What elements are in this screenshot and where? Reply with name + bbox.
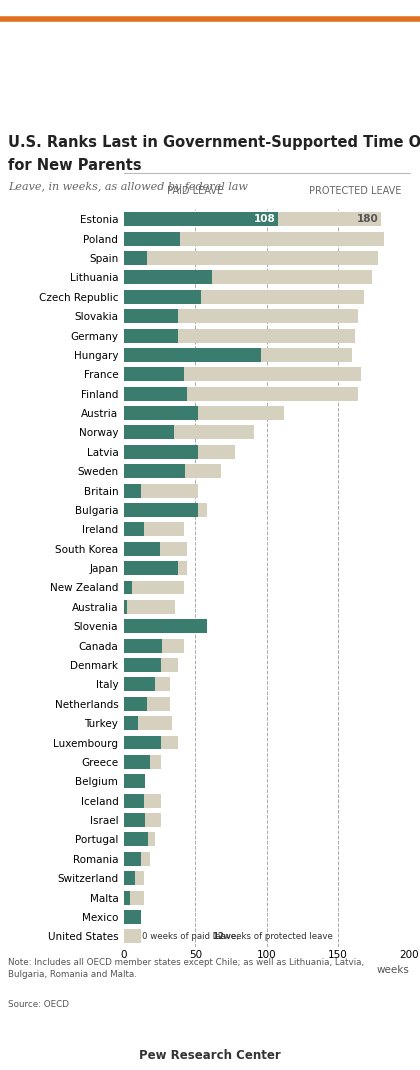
Text: 180: 180 (356, 214, 378, 225)
Bar (124, 212, 381, 226)
Bar (124, 426, 174, 440)
Bar (124, 871, 135, 885)
Bar (124, 600, 127, 614)
Bar (124, 522, 144, 536)
Bar (124, 348, 352, 362)
Text: weeks: weeks (377, 965, 410, 976)
Bar (124, 581, 132, 595)
Bar (124, 251, 378, 265)
Bar (124, 677, 170, 691)
Text: Note: Includes all OECD member states except Chile; as well as Lithuania, Latvia: Note: Includes all OECD member states ex… (8, 958, 365, 979)
Bar (124, 832, 155, 846)
Bar (124, 930, 141, 944)
Bar (124, 832, 148, 846)
Bar (124, 445, 198, 459)
Bar (124, 697, 147, 710)
Bar (124, 484, 141, 498)
Bar (124, 212, 278, 226)
Bar (124, 367, 184, 381)
Bar (124, 271, 213, 285)
Bar (124, 735, 161, 749)
Text: for New Parents: for New Parents (8, 158, 142, 173)
Bar (124, 794, 144, 808)
Bar (124, 328, 355, 342)
Bar (124, 890, 130, 904)
Bar (124, 871, 144, 885)
Bar (124, 639, 163, 653)
Text: 12: 12 (213, 932, 224, 941)
Bar (124, 620, 207, 633)
Bar (124, 890, 144, 904)
Bar (124, 658, 178, 672)
Bar (124, 658, 161, 672)
Text: PROTECTED LEAVE: PROTECTED LEAVE (309, 186, 402, 196)
Bar (124, 522, 184, 536)
Bar (124, 407, 284, 421)
Text: Pew Research Center: Pew Research Center (139, 1049, 281, 1061)
Bar (124, 386, 187, 400)
Bar (124, 232, 180, 246)
Bar (124, 600, 175, 614)
Bar (124, 251, 147, 265)
Bar (124, 910, 141, 923)
Bar (124, 541, 160, 555)
Text: PAID LEAVE: PAID LEAVE (167, 186, 223, 196)
Bar (124, 541, 187, 555)
Bar (124, 484, 198, 498)
Bar (124, 697, 170, 710)
Bar (124, 716, 173, 730)
Bar (124, 581, 184, 595)
Bar (124, 290, 201, 304)
Bar (124, 290, 364, 304)
Bar (124, 852, 150, 866)
Bar (124, 561, 187, 575)
Text: weeks of protected leave: weeks of protected leave (221, 932, 333, 941)
Bar (124, 271, 373, 285)
Text: 0 weeks of paid leave,: 0 weeks of paid leave, (142, 932, 242, 941)
Bar (124, 755, 150, 769)
Bar (124, 794, 161, 808)
Bar (124, 775, 145, 789)
Bar (124, 348, 261, 362)
Bar (124, 677, 155, 691)
Bar (124, 813, 161, 827)
Bar (124, 309, 178, 323)
Bar (124, 464, 221, 478)
Text: Source: OECD: Source: OECD (8, 1000, 69, 1009)
Text: 108: 108 (254, 214, 275, 225)
Bar (124, 407, 198, 421)
Bar (124, 386, 358, 400)
Bar (124, 367, 361, 381)
Bar (124, 620, 207, 633)
Bar (124, 445, 235, 459)
Text: Leave, in weeks, as allowed by federal law: Leave, in weeks, as allowed by federal l… (8, 182, 248, 192)
Bar (124, 852, 141, 866)
Bar (124, 813, 145, 827)
Bar (124, 910, 141, 923)
Bar (124, 503, 207, 517)
Bar (124, 755, 161, 769)
Bar (124, 775, 145, 789)
Bar (124, 426, 254, 440)
Bar (124, 639, 184, 653)
Bar (124, 716, 138, 730)
Bar (124, 309, 358, 323)
Bar (124, 503, 198, 517)
Bar (124, 561, 178, 575)
Bar (124, 328, 178, 342)
Bar (124, 464, 185, 478)
Bar (124, 735, 178, 749)
Bar (124, 232, 384, 246)
Text: U.S. Ranks Last in Government-Supported Time Off: U.S. Ranks Last in Government-Supported … (8, 135, 420, 150)
